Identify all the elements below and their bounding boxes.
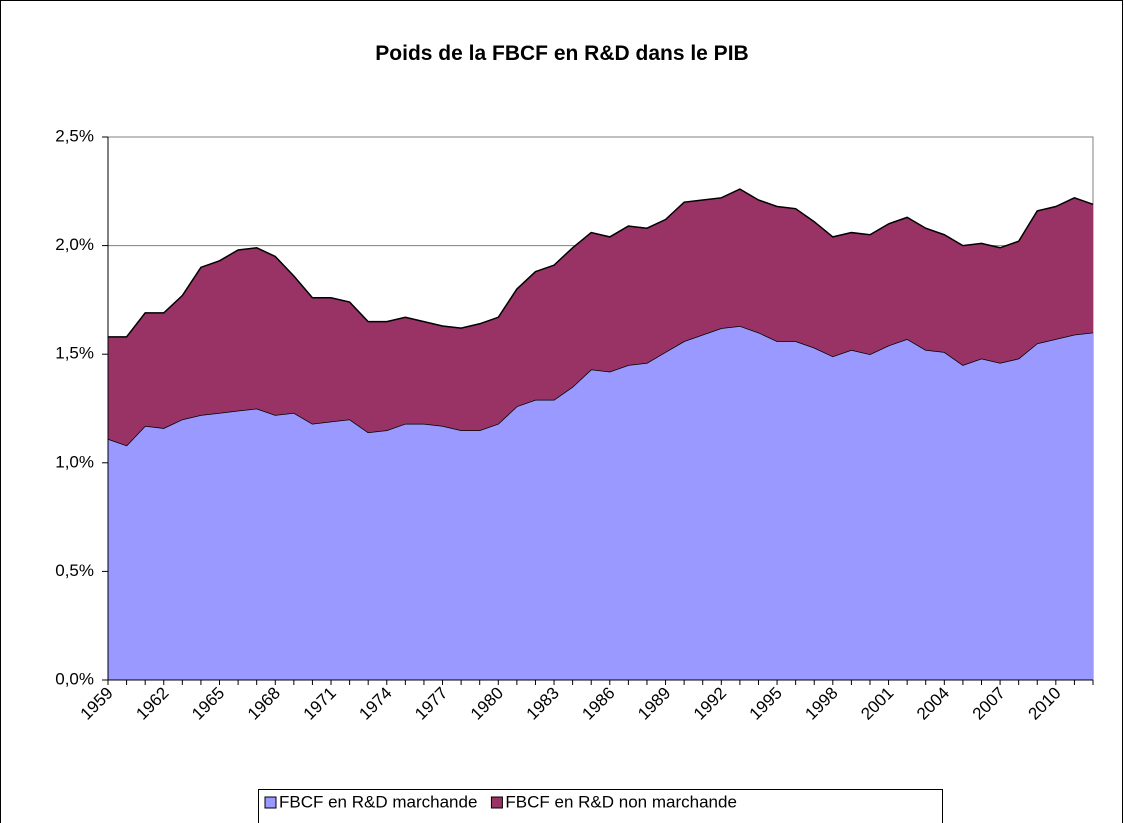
legend-label: FBCF en R&D marchande xyxy=(279,792,477,811)
area xyxy=(108,189,1093,446)
area xyxy=(108,325,1093,680)
area-outline xyxy=(108,188,1094,338)
legend-swatch xyxy=(264,796,277,809)
legend-swatch xyxy=(490,796,503,809)
chart-title: Poids de la FBCF en R&D dans le PIB xyxy=(375,42,748,65)
y-tick-label: 1,0% xyxy=(55,452,94,471)
y-tick-label: 2,5% xyxy=(55,126,94,145)
legend-box xyxy=(258,789,943,823)
y-tick-label: 2,0% xyxy=(55,235,94,254)
legend-label: FBCF en R&D non marchande xyxy=(505,792,737,811)
y-tick-label: 0,0% xyxy=(55,669,94,688)
y-tick-label: 1,5% xyxy=(55,344,94,363)
y-tick-label: 0,5% xyxy=(55,561,94,580)
